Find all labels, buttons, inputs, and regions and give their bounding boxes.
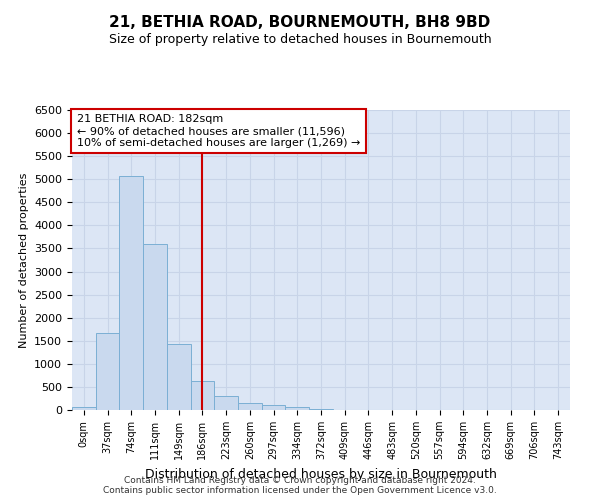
Text: Contains HM Land Registry data © Crown copyright and database right 2024.
Contai: Contains HM Land Registry data © Crown c… — [103, 476, 497, 495]
Bar — [119, 176, 143, 410]
Bar — [72, 407, 96, 410]
Bar — [143, 244, 167, 410]
Bar — [238, 403, 262, 410]
Bar — [262, 406, 286, 410]
Y-axis label: Number of detached properties: Number of detached properties — [19, 172, 29, 348]
Bar — [214, 396, 238, 410]
Bar — [309, 408, 333, 410]
Text: Size of property relative to detached houses in Bournemouth: Size of property relative to detached ho… — [109, 32, 491, 46]
Text: 21 BETHIA ROAD: 182sqm
← 90% of detached houses are smaller (11,596)
10% of semi: 21 BETHIA ROAD: 182sqm ← 90% of detached… — [77, 114, 361, 148]
Bar — [167, 344, 191, 410]
Bar — [286, 407, 309, 410]
X-axis label: Distribution of detached houses by size in Bournemouth: Distribution of detached houses by size … — [145, 468, 497, 480]
Bar — [191, 382, 214, 410]
Text: 21, BETHIA ROAD, BOURNEMOUTH, BH8 9BD: 21, BETHIA ROAD, BOURNEMOUTH, BH8 9BD — [109, 15, 491, 30]
Bar — [96, 333, 119, 410]
